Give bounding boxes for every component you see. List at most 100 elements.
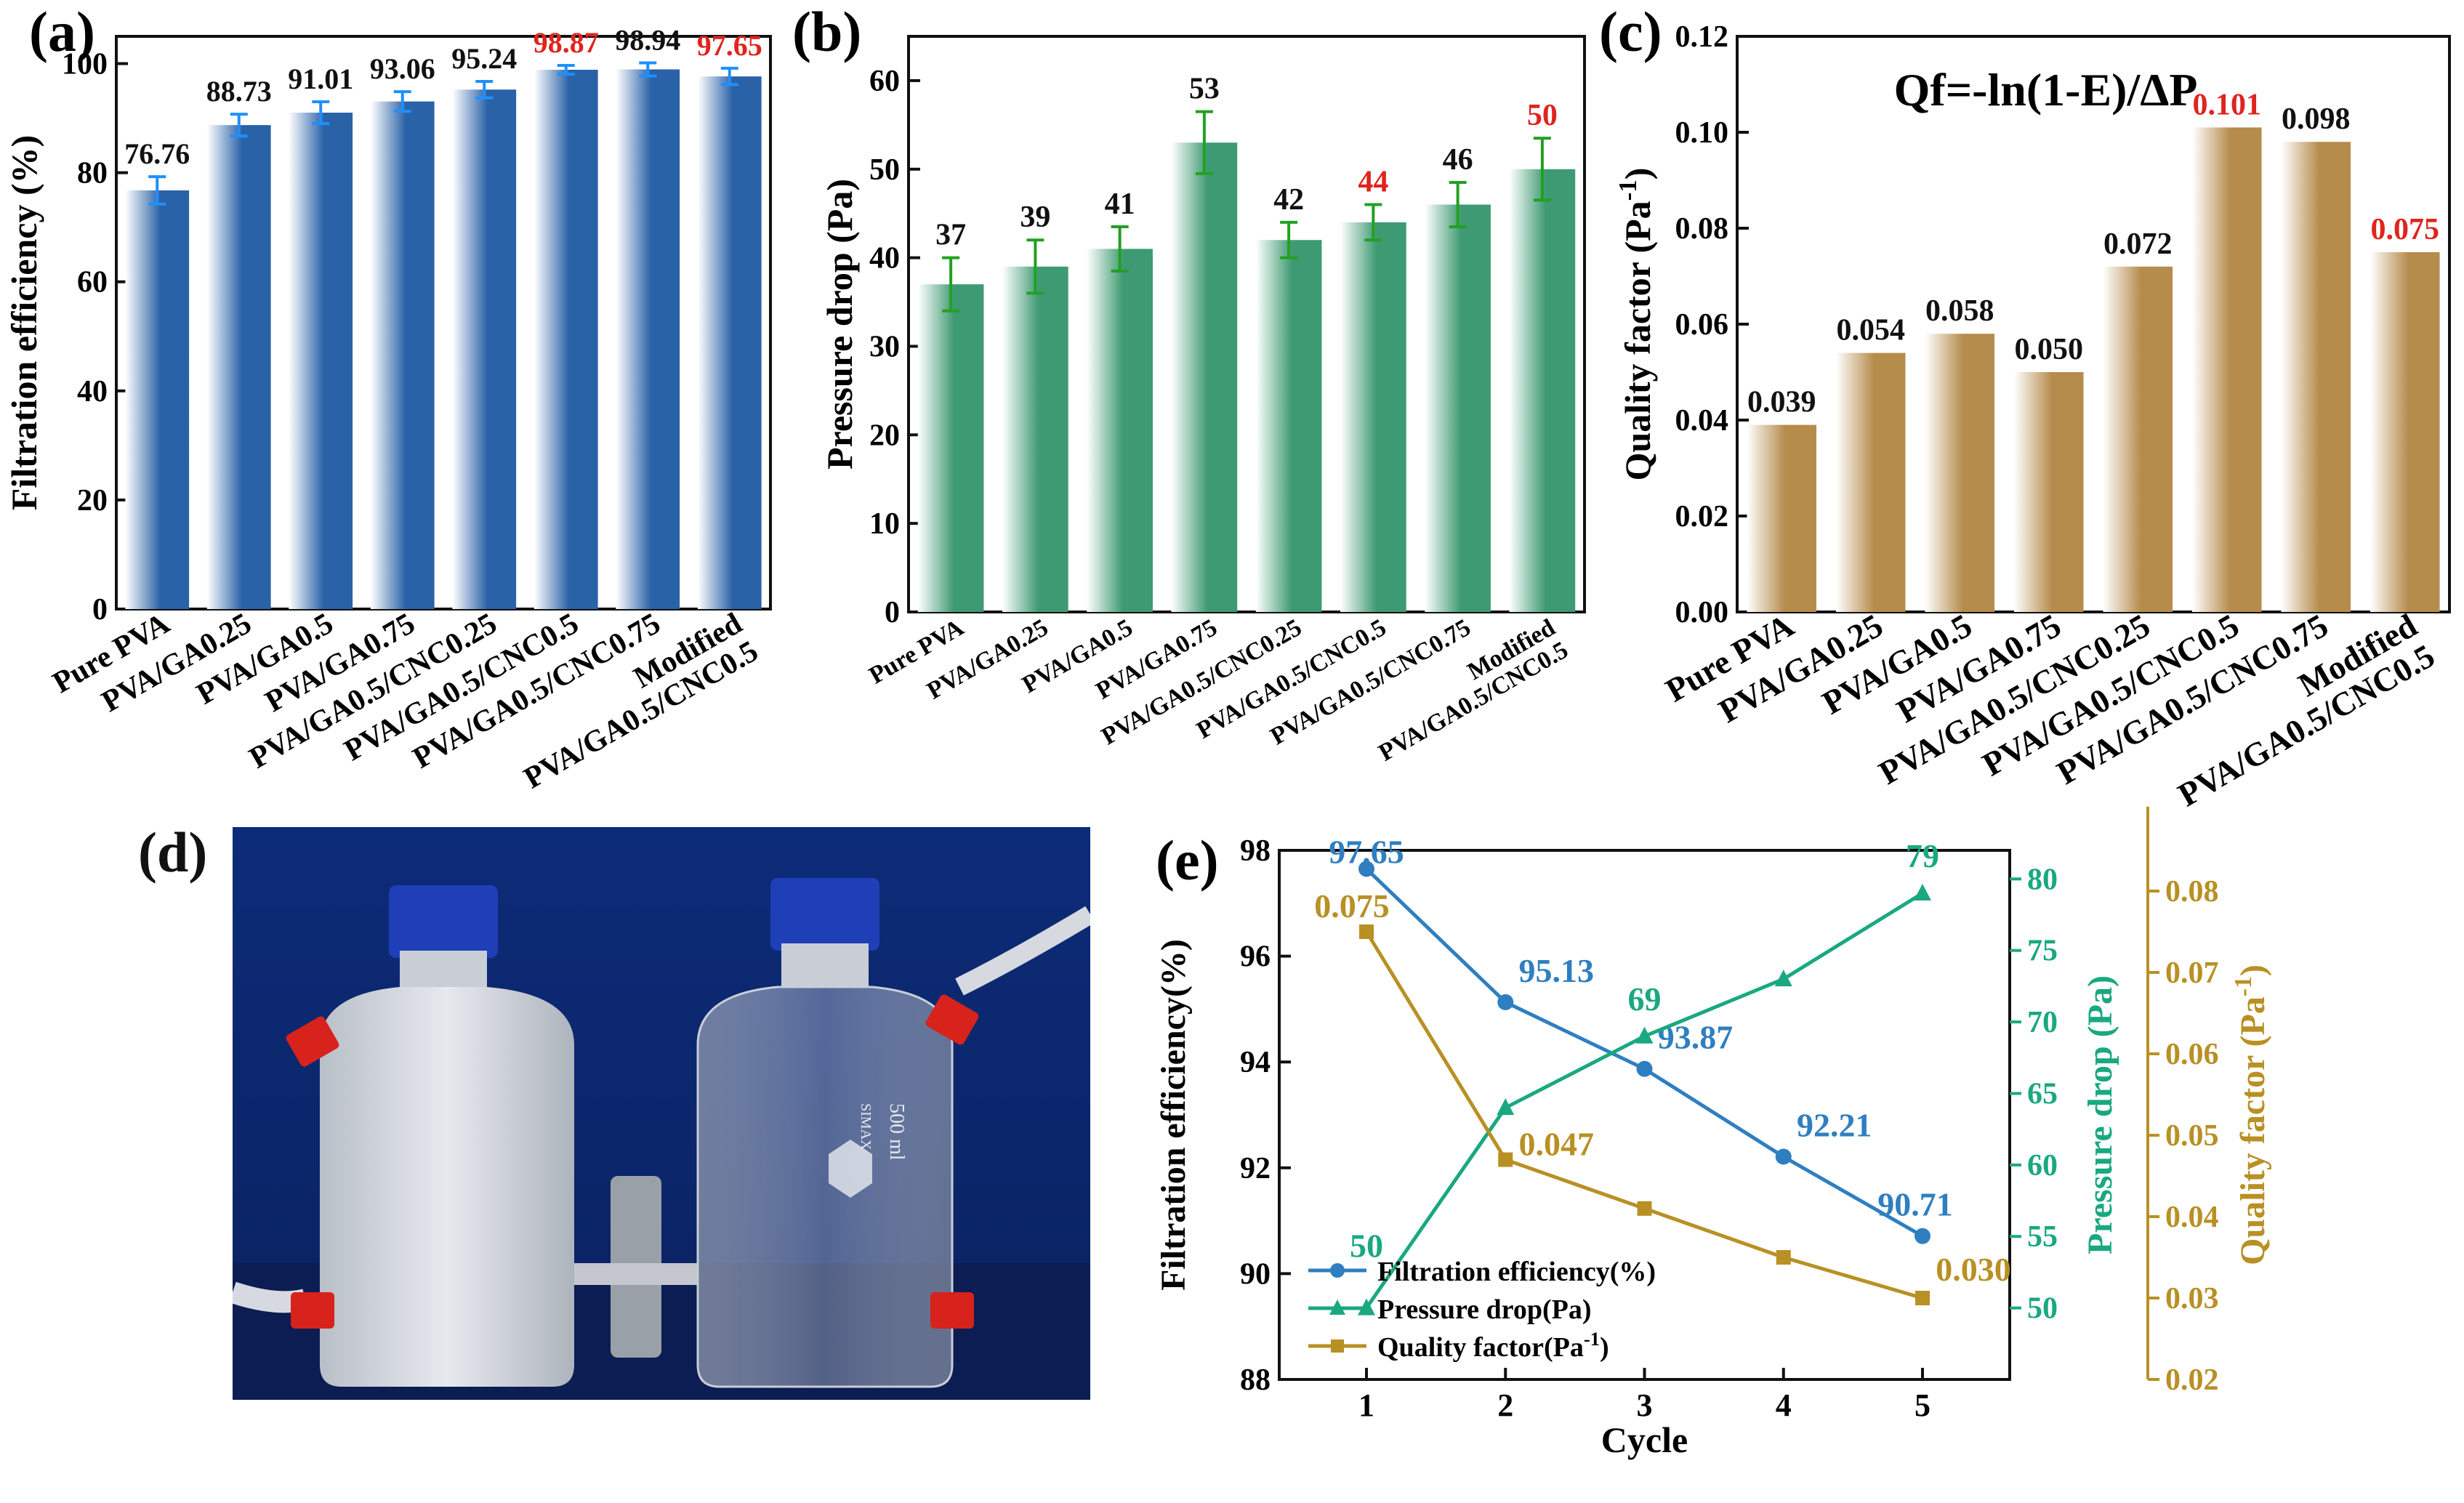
legend-label: Filtration efficiency(%) xyxy=(1377,1257,1656,1287)
y-tick-label: 30 xyxy=(869,330,900,363)
series-marker xyxy=(1775,1148,1792,1165)
x-tick-label: 3 xyxy=(1637,1387,1653,1423)
y-tick-label: 80 xyxy=(77,157,108,190)
plot-frame xyxy=(115,35,772,611)
y-tick-label: 60 xyxy=(77,266,108,299)
legend-marker xyxy=(1329,1299,1345,1315)
bar xyxy=(1002,266,1068,612)
x-axis-label: Cycle xyxy=(1601,1419,1688,1460)
series-marker xyxy=(1497,1098,1515,1116)
y-tick-label-right2: 0.04 xyxy=(2165,1201,2219,1234)
y-tick-label: 0 xyxy=(885,596,900,629)
y-axis-label: Filtration efficiency (%) xyxy=(4,135,44,510)
y-tick-label: 40 xyxy=(869,242,900,275)
y-tick-label-right1: 60 xyxy=(2027,1149,2058,1182)
bar-value-label: 46 xyxy=(1443,143,1473,177)
formula-annotation: Qf=-ln(1-E)/ΔP xyxy=(1894,64,2198,116)
bottle-volume-mark: 500 ml xyxy=(885,1103,908,1161)
data-label: 79 xyxy=(1906,837,1939,874)
bar xyxy=(2281,142,2351,612)
bar-value-label: 98.94 xyxy=(615,23,680,56)
bottles-illustration: 500 ml SIMAX xyxy=(233,827,1090,1400)
y-tick-label-left: 92 xyxy=(1240,1152,1271,1185)
bar xyxy=(1509,169,1576,612)
data-label: 92.21 xyxy=(1797,1107,1872,1144)
y-axis-label-right1: Pressure drop (Pa) xyxy=(2081,975,2119,1254)
bar-value-label: 0.101 xyxy=(2193,88,2262,121)
bar-value-label: 95.24 xyxy=(451,42,517,75)
bar xyxy=(917,284,984,612)
series-marker xyxy=(1358,861,1374,877)
bar xyxy=(1087,249,1153,612)
y-tick-label-left: 98 xyxy=(1240,834,1271,868)
y-axis-label: Quality factor (Pa-1) xyxy=(1614,168,1659,481)
left-bottle-cap xyxy=(389,885,498,958)
y-tick-label-left: 96 xyxy=(1240,940,1271,974)
y-axis-label-right2: Quality factor (Pa-1) xyxy=(2230,964,2273,1265)
left-bottle xyxy=(320,987,574,1387)
y-tick-label-right2: 0.06 xyxy=(2165,1038,2219,1071)
y-tick-label-right1: 75 xyxy=(2027,935,2058,968)
bar xyxy=(1340,222,1406,612)
panel-label-d: (d) xyxy=(138,821,208,884)
bar-value-label: 0.098 xyxy=(2282,102,2351,136)
y-tick-label-right2: 0.07 xyxy=(2165,956,2219,990)
bar xyxy=(125,190,190,610)
y-tick-label: 0.12 xyxy=(1675,20,1729,54)
bar-value-label: 37 xyxy=(935,219,966,252)
series-marker xyxy=(1914,884,1931,901)
y-tick-label: 100 xyxy=(62,48,108,81)
bar-value-label: 42 xyxy=(1273,183,1304,217)
bar-value-label: 97.65 xyxy=(697,29,762,62)
series-line xyxy=(1365,867,1924,1238)
bar xyxy=(2370,252,2440,612)
y-tick-label: 20 xyxy=(77,484,108,517)
panel-label-a: (a) xyxy=(29,0,95,63)
bar-value-label: 53 xyxy=(1189,73,1220,106)
y-tick-label: 40 xyxy=(77,375,108,408)
bar-value-label: 0.075 xyxy=(2371,213,2440,246)
bar xyxy=(2013,372,2084,612)
data-label: 69 xyxy=(1628,980,1662,1018)
y-tick-label-right2: 0.03 xyxy=(2165,1282,2219,1315)
y-tick-label: 0 xyxy=(92,593,108,626)
right-bottle-cap xyxy=(770,878,879,951)
series-marker xyxy=(1915,1291,1930,1305)
y-tick-label-right1: 55 xyxy=(2027,1220,2058,1254)
y-tick-label-right1: 80 xyxy=(2027,863,2058,896)
y-tick-label: 0.04 xyxy=(1675,404,1729,438)
y-tick-label-right1: 70 xyxy=(2027,1006,2058,1039)
y-tick-label-right2: 0.08 xyxy=(2165,875,2219,908)
panel-label-e: (e) xyxy=(1156,829,1219,892)
bar-value-label: 0.050 xyxy=(2015,333,2084,366)
bar xyxy=(1171,142,1238,612)
y-tick-label-left: 88 xyxy=(1240,1363,1271,1397)
bar xyxy=(206,125,271,609)
series-marker xyxy=(1359,924,1374,939)
data-label: 97.65 xyxy=(1329,833,1404,870)
series-marker xyxy=(1774,970,1792,987)
y-tick-label-right1: 50 xyxy=(2027,1292,2058,1326)
bar-value-label: 0.039 xyxy=(1747,386,1816,419)
y-tick-label: 0.10 xyxy=(1675,116,1729,150)
series-marker xyxy=(1497,994,1514,1010)
bar-value-label: 0.072 xyxy=(2103,227,2173,261)
data-label: 0.075 xyxy=(1314,887,1390,924)
panel-label-b: (b) xyxy=(792,0,861,63)
bar-value-label: 93.06 xyxy=(370,52,435,85)
bar xyxy=(370,101,435,609)
y-tick-label-left: 94 xyxy=(1240,1046,1271,1079)
bar-value-label: 91.01 xyxy=(288,63,353,95)
series-marker xyxy=(1915,1228,1930,1244)
series-marker xyxy=(1635,1026,1654,1044)
bar-value-label: 98.87 xyxy=(534,26,599,59)
y-tick-label: 50 xyxy=(869,153,900,187)
legend-marker xyxy=(1331,1339,1344,1353)
series-marker xyxy=(1637,1201,1652,1216)
bar-value-label: 41 xyxy=(1105,188,1135,221)
bar xyxy=(452,89,517,610)
y-tick-label: 0.00 xyxy=(1675,596,1729,629)
series-marker xyxy=(1498,1152,1513,1167)
panel-label-c: (c) xyxy=(1599,0,1662,63)
photo-bottles: 500 ml SIMAX xyxy=(233,827,1090,1400)
